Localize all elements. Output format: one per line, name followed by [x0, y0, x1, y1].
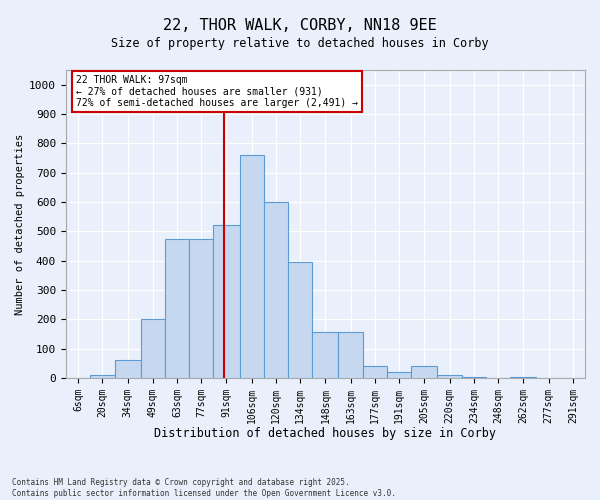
Bar	[115, 360, 140, 378]
Bar	[264, 202, 288, 378]
X-axis label: Distribution of detached houses by size in Corby: Distribution of detached houses by size …	[154, 427, 496, 440]
Y-axis label: Number of detached properties: Number of detached properties	[15, 134, 25, 314]
Bar	[437, 375, 462, 378]
Text: Size of property relative to detached houses in Corby: Size of property relative to detached ho…	[111, 38, 489, 51]
Bar	[239, 155, 264, 378]
Bar	[214, 226, 239, 378]
Bar	[288, 262, 313, 378]
Text: 22, THOR WALK, CORBY, NN18 9EE: 22, THOR WALK, CORBY, NN18 9EE	[163, 18, 437, 32]
Bar	[189, 238, 214, 378]
Bar	[338, 332, 363, 378]
Bar	[90, 375, 115, 378]
Bar	[140, 319, 165, 378]
Bar	[165, 238, 189, 378]
Text: 22 THOR WALK: 97sqm
← 27% of detached houses are smaller (931)
72% of semi-detac: 22 THOR WALK: 97sqm ← 27% of detached ho…	[76, 74, 358, 108]
Text: Contains HM Land Registry data © Crown copyright and database right 2025.
Contai: Contains HM Land Registry data © Crown c…	[12, 478, 396, 498]
Bar	[313, 332, 338, 378]
Bar	[412, 366, 437, 378]
Bar	[387, 372, 412, 378]
Bar	[363, 366, 387, 378]
